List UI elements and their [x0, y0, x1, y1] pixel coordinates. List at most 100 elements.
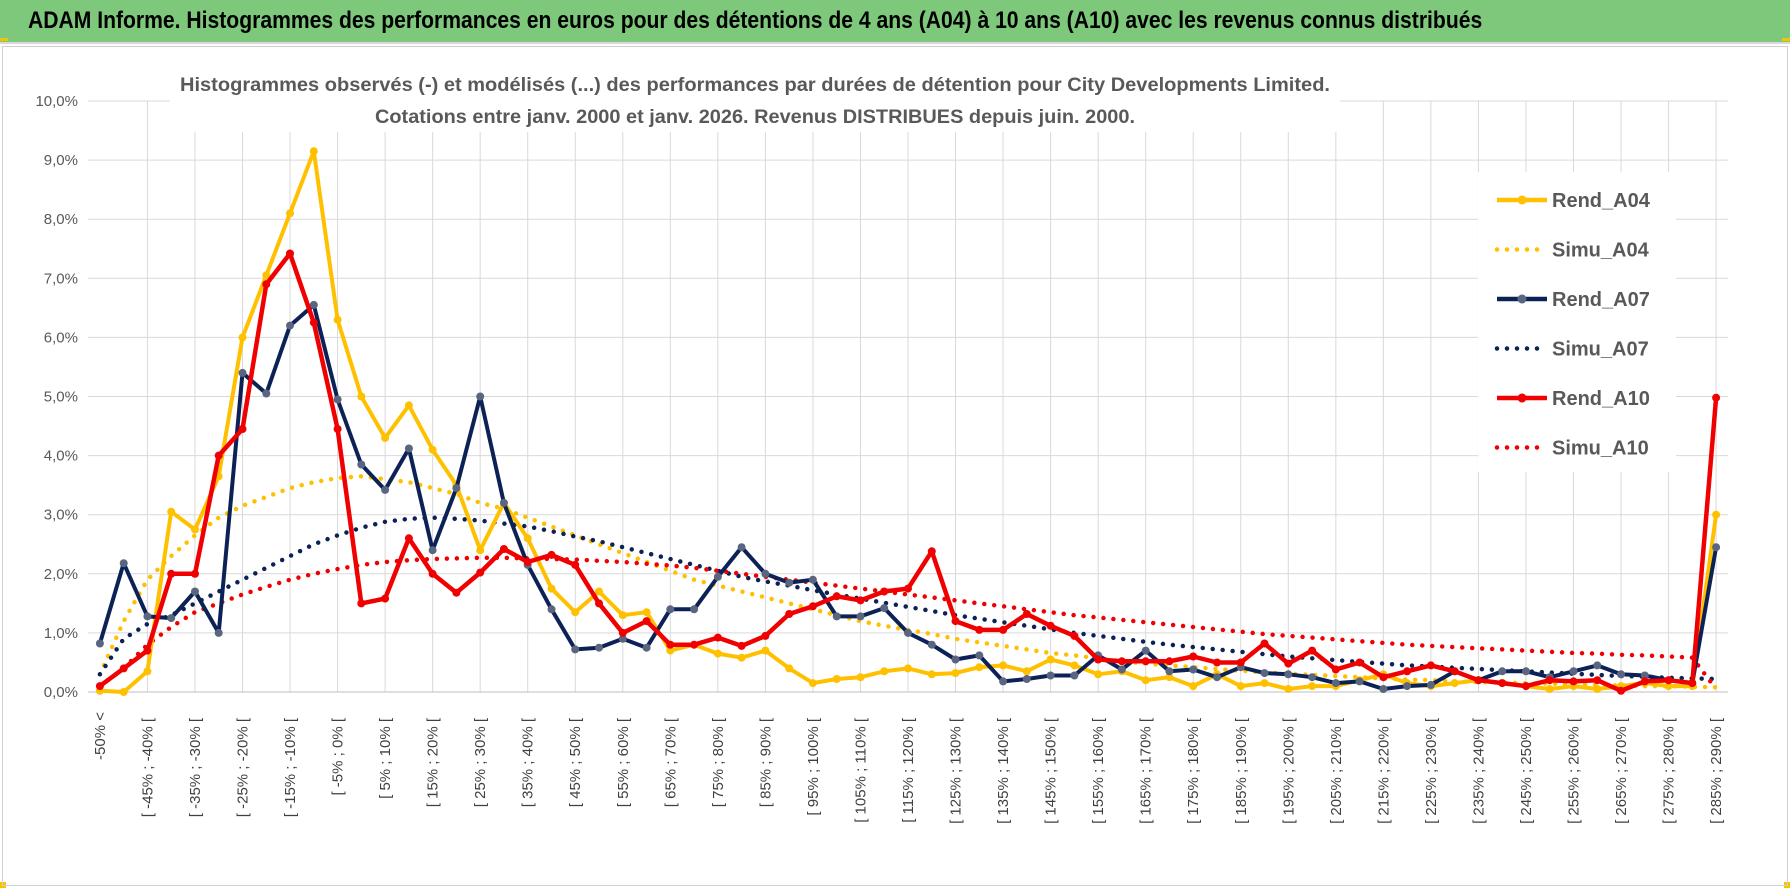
rend-a04-point [856, 673, 865, 682]
legend: Rend_A04 Simu_A04 Rend_A07 Simu_A07 Rend_A10… [1478, 172, 1676, 472]
rend-a10-point [1308, 646, 1317, 655]
legend-item-simu-a07: Simu_A07 [1494, 339, 1649, 361]
y-tick-label: 9,0% [44, 152, 78, 169]
rend-a04-point [927, 670, 936, 679]
rend-a10-point [618, 628, 627, 637]
legend-item-simu-a10: Simu_A10 [1494, 438, 1649, 460]
rend-a07-point [1712, 543, 1721, 552]
rend-a07-point [1403, 682, 1412, 691]
rend-a04-point [1308, 682, 1317, 691]
rend-a07-point [999, 677, 1008, 686]
rend-a10-point [167, 569, 176, 578]
legend-item-rend-a07: Rend_A07 [1497, 289, 1650, 311]
rend-a04-point [666, 646, 675, 655]
rend-a10-point [1593, 676, 1602, 685]
rend-a10-point [1379, 673, 1388, 682]
rend-a07-point [167, 614, 176, 623]
rend-a10-point [1070, 631, 1079, 640]
x-tick-label: [ 265% ; 270% [ [1613, 717, 1630, 824]
legend-item-simu-a04: Simu_A04 [1494, 240, 1650, 262]
rend-a10-point [785, 610, 794, 618]
rend-a07-point [214, 628, 223, 637]
rend-a04-point [642, 608, 651, 617]
rend-a10-point [286, 249, 294, 258]
rend-a10-point [143, 646, 152, 655]
rend-a10-point [1260, 639, 1269, 648]
rend-a10-point [1141, 657, 1150, 666]
legend-label: Rend_A10 [1552, 388, 1650, 410]
y-tick-label: 8,0% [44, 211, 78, 228]
rend-a07-point [713, 572, 722, 581]
rend-a10-point [856, 596, 865, 605]
rend-a10-point [1522, 682, 1530, 691]
y-tick-label: 4,0% [44, 448, 78, 465]
x-tick-label: [ 85% ; 90% [ [757, 717, 774, 807]
rend-a10-point [1498, 679, 1507, 688]
rend-a10-point [1046, 621, 1055, 630]
rend-a07-point [547, 605, 556, 614]
rend-a10-point [1450, 667, 1459, 676]
rend-a04-point [1094, 670, 1103, 679]
rend-a04-point [832, 675, 841, 683]
rend-a07-point [1165, 667, 1174, 676]
x-tick-label: [ 185% ; 190% [ [1233, 717, 1250, 824]
rend-a04-point [404, 401, 413, 410]
simu-a10-line [97, 555, 1719, 692]
rend-a07-point [499, 498, 508, 507]
y-tick-label: 5,0% [44, 389, 78, 406]
x-tick-label: [ 245% ; 250% [ [1518, 717, 1535, 824]
rend-a10-point [452, 588, 461, 597]
rend-a04-point [357, 392, 366, 401]
x-tick-label: [ -45% ; -40% [ [139, 717, 156, 817]
rend-a10-point [808, 602, 817, 611]
rend-a10-point [595, 599, 603, 608]
rend-a07-point [666, 605, 675, 614]
rend-a07-point [357, 460, 366, 469]
rend-a07-point [595, 643, 603, 652]
legend-marker [1517, 195, 1527, 205]
rend-a07-point [191, 587, 199, 596]
rend-a10-point [1189, 652, 1198, 661]
rend-a04-point [191, 525, 199, 534]
rend-a10-point [309, 318, 318, 327]
rend-a10-point [832, 592, 841, 601]
rend-a07-point [428, 546, 437, 555]
series-rend-a10 [95, 249, 1721, 695]
rend-a10-point [191, 569, 199, 578]
rend-a10-point [499, 545, 508, 553]
legend-marker [1517, 294, 1527, 304]
rend-a07-point [476, 392, 485, 401]
y-tick-label: 7,0% [44, 270, 78, 287]
x-tick-label: -50% < [92, 712, 109, 760]
rend-a04-point [904, 664, 912, 673]
rend-a07-point [238, 368, 247, 377]
rend-a04-point [476, 546, 485, 555]
chart-frame [2, 46, 1788, 886]
rend-a10-point [523, 558, 532, 566]
series-simu-a10 [97, 555, 1719, 692]
rend-a04-point [571, 608, 580, 617]
rend-a07-point [832, 612, 841, 621]
rend-a07-point [1331, 679, 1340, 688]
legend-label: Simu_A04 [1552, 240, 1650, 262]
rend-a10-point [761, 631, 770, 640]
rend-a07-point [143, 612, 152, 621]
rend-a10-point [1712, 393, 1721, 402]
x-tick-label: [ 235% ; 240% [ [1470, 717, 1487, 824]
chart-title-line1: Histogrammes observés (-) et modélisés (… [180, 75, 1330, 96]
x-tick-label: [ 285% ; 290% [ [1708, 717, 1725, 824]
x-tick-label: [ 145% ; 150% [ [1043, 717, 1060, 824]
rend-a07-point [880, 604, 889, 613]
legend-label: Rend_A04 [1552, 190, 1651, 212]
rend-a10-point [737, 641, 746, 650]
legend-label: Simu_A07 [1552, 339, 1649, 361]
rend-a07-point [1141, 646, 1150, 655]
y-tick-label: 10,0% [35, 93, 78, 110]
rend-a07-point [119, 559, 128, 568]
rend-a04-point [595, 587, 603, 596]
rend-a07-point [1046, 671, 1055, 680]
rend-a07-point [1213, 673, 1221, 682]
rend-a07-point [1426, 680, 1435, 689]
legend-backdrop [1478, 172, 1676, 472]
